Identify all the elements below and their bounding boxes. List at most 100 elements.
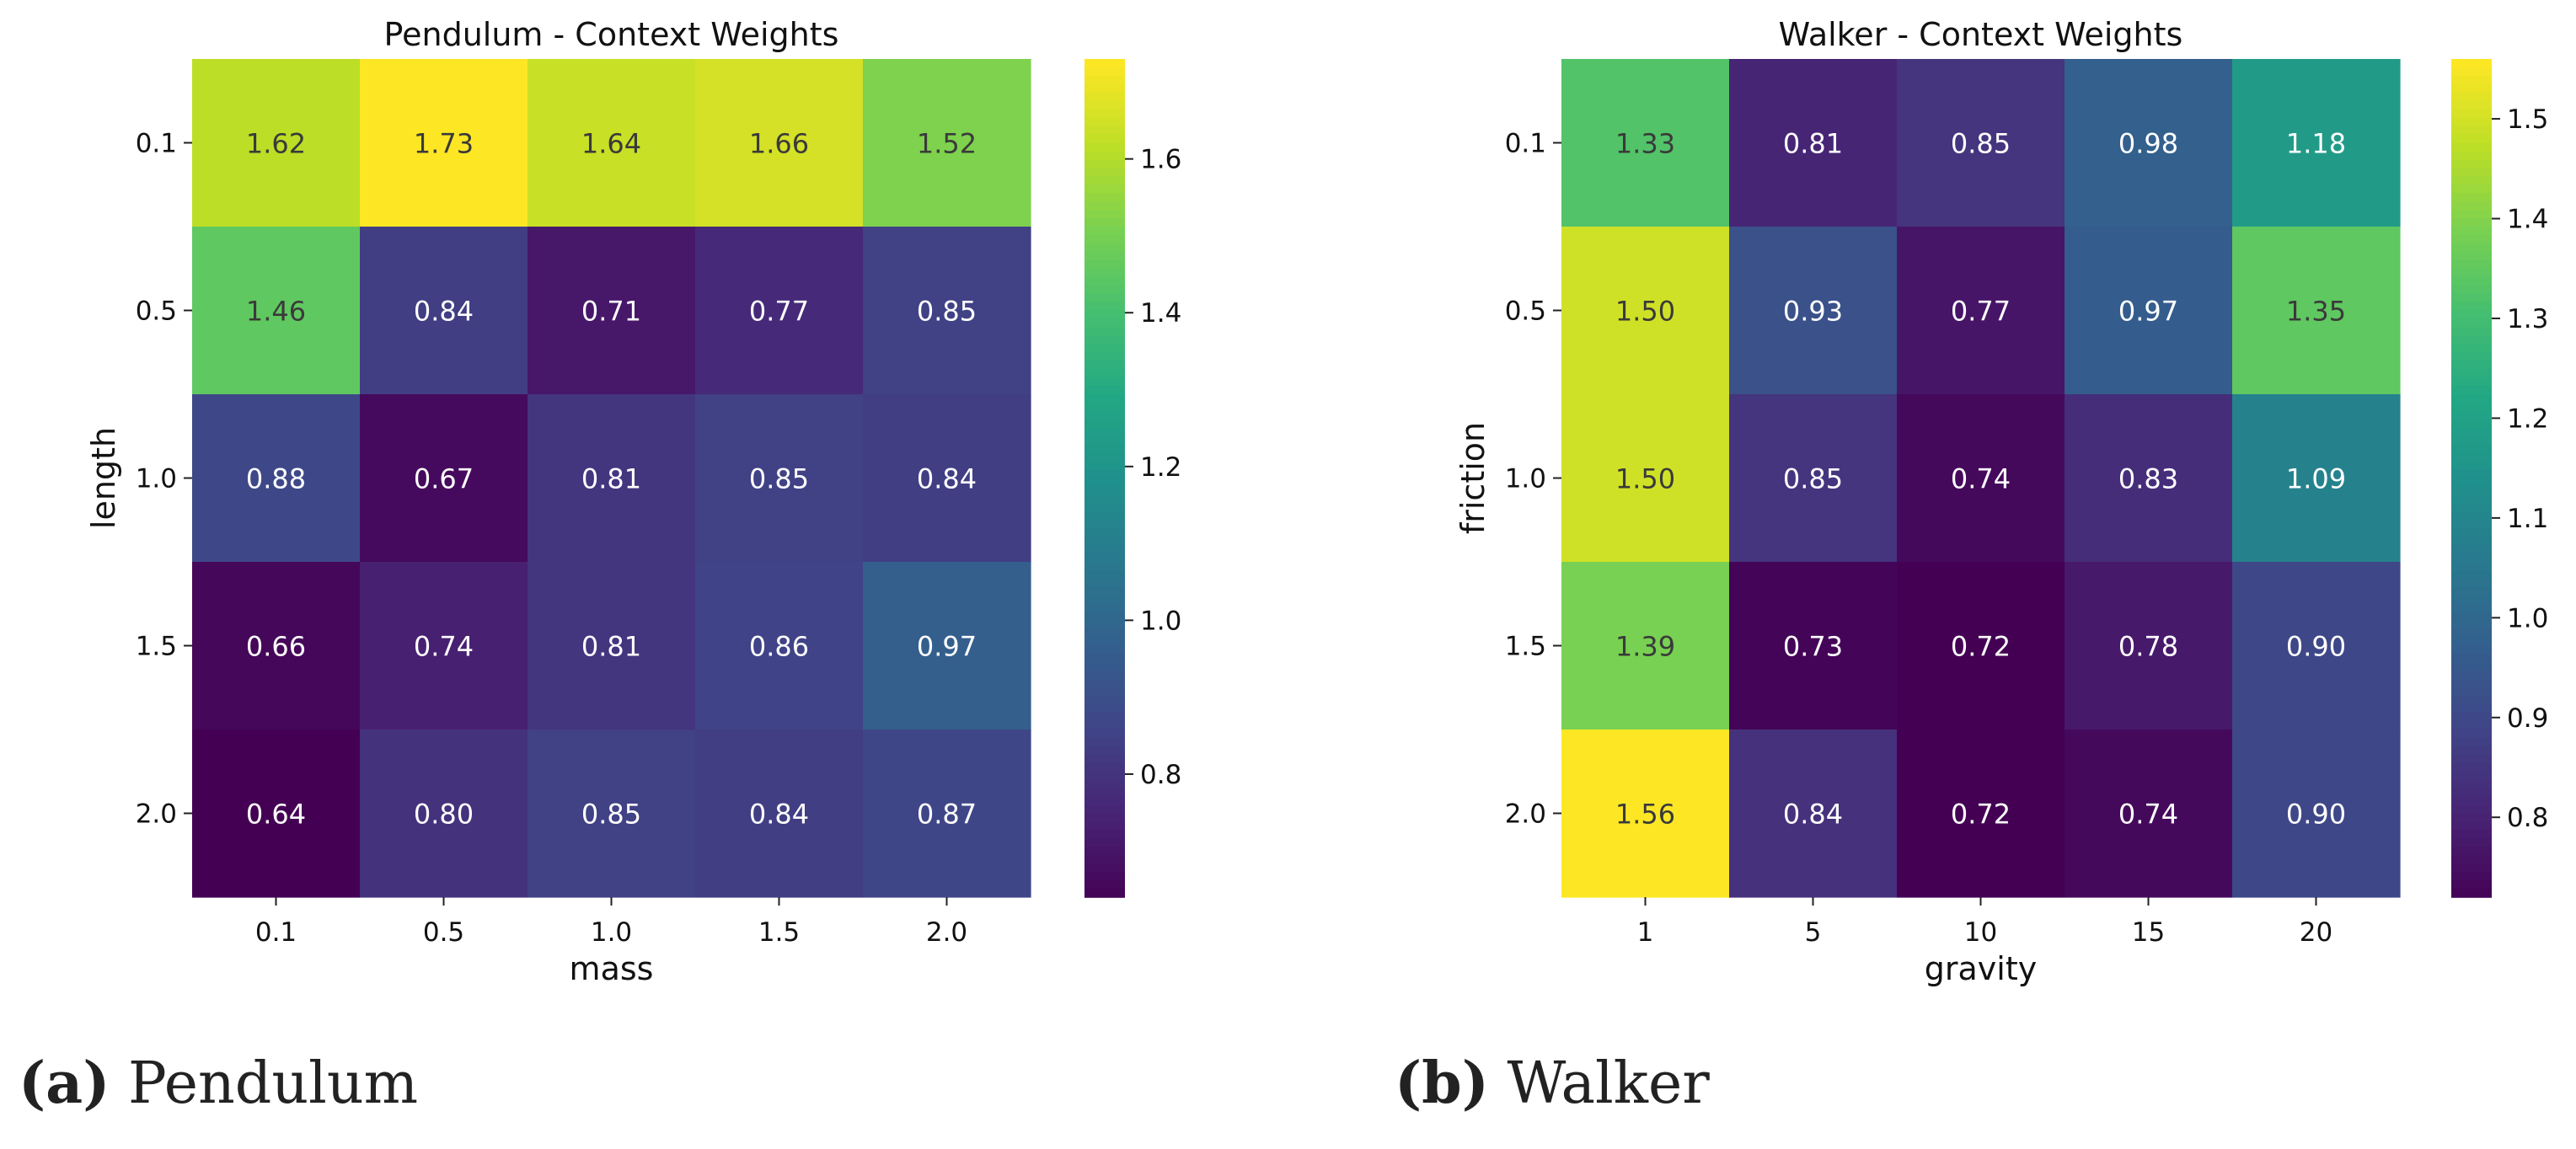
chart-title: Pendulum - Context Weights xyxy=(384,16,839,53)
caption-text: Walker xyxy=(1507,1050,1710,1117)
heatmap-cell xyxy=(863,227,1031,395)
colorbar-segment xyxy=(1084,737,1125,747)
colorbar-segment xyxy=(2451,612,2492,622)
colorbar-tick-label: 1.0 xyxy=(2507,603,2548,633)
colorbar-segment xyxy=(1084,83,1125,94)
colorbar-segment xyxy=(2451,872,2492,881)
colorbar-segment xyxy=(2451,671,2492,681)
colorbar-segment xyxy=(2451,855,2492,864)
colorbar-segment xyxy=(1084,788,1125,798)
x-tick-label: 1.0 xyxy=(591,917,632,948)
heatmap-pendulum: Pendulum - Context Weights 1.62 1.73 1.64 1.… xyxy=(85,16,1181,987)
colorbar-segment xyxy=(2451,386,2492,395)
colorbar-segment xyxy=(1084,234,1125,244)
heatmap-cell xyxy=(360,227,528,395)
colorbar-segment xyxy=(1084,142,1125,152)
colorbar-segment xyxy=(2451,335,2492,345)
heatmap-cell xyxy=(2065,59,2233,227)
heatmap-cell xyxy=(2232,729,2401,898)
cell-value-label: 0.84 xyxy=(749,799,809,831)
colorbar-segment xyxy=(1084,863,1125,873)
colorbar-segment xyxy=(2451,654,2492,664)
y-tick-label: 0.5 xyxy=(1505,297,1546,327)
colorbar-segment xyxy=(1084,662,1125,672)
colorbar-segment xyxy=(1084,327,1125,337)
y-tick-label: 1.0 xyxy=(1505,464,1546,494)
colorbar-segment xyxy=(1084,469,1125,479)
colorbar-segment xyxy=(1084,117,1125,127)
colorbar-segment xyxy=(2451,578,2492,588)
colorbar-segment xyxy=(2451,268,2492,278)
caption-label: (b) xyxy=(1395,1050,1489,1117)
colorbar-segment xyxy=(1084,109,1125,119)
heatmap-cell xyxy=(528,729,696,898)
colorbar-segment xyxy=(2451,259,2492,270)
colorbar-segment xyxy=(2451,830,2492,840)
colorbar-segment xyxy=(1084,603,1125,613)
colorbar-segment xyxy=(1084,184,1125,194)
colorbar-segment xyxy=(2451,804,2492,815)
colorbar-segment xyxy=(1084,855,1125,864)
colorbar-segment xyxy=(2451,369,2492,378)
colorbar-segment xyxy=(2451,754,2492,764)
x-tick-label: 0.5 xyxy=(423,917,464,948)
cell-value-label: 0.90 xyxy=(2286,799,2346,831)
cell-value-label: 0.77 xyxy=(749,296,809,328)
heatmap-cell xyxy=(192,59,361,227)
colorbar-segment xyxy=(1084,821,1125,831)
colorbar-segment xyxy=(1084,75,1125,85)
heatmap-cell xyxy=(695,562,864,730)
colorbar-segment xyxy=(1084,427,1125,437)
cell-value-label: 0.85 xyxy=(917,296,977,328)
heatmap-cell xyxy=(1897,729,2065,898)
colorbar-segment xyxy=(2451,117,2492,127)
colorbar-segment xyxy=(1084,762,1125,772)
colorbar-segment xyxy=(1084,511,1125,521)
colorbar-segment xyxy=(1084,218,1125,227)
colorbar-segment xyxy=(2451,436,2492,446)
colorbar-segment xyxy=(2451,704,2492,713)
y-axis-label: friction xyxy=(1454,422,1492,534)
colorbar-segment xyxy=(2451,880,2492,890)
colorbar-segment xyxy=(2451,562,2492,571)
y-tick-label: 1.5 xyxy=(136,632,177,662)
heatmap-cell xyxy=(2065,729,2233,898)
cell-value-label: 1.73 xyxy=(414,128,474,160)
heatmap-cell xyxy=(2232,562,2401,730)
colorbar-segment xyxy=(1084,796,1125,806)
cell-value-label: 1.39 xyxy=(1615,631,1675,663)
heatmap-cell xyxy=(1897,227,2065,395)
cell-value-label: 0.81 xyxy=(581,463,641,495)
colorbar-segment xyxy=(1084,285,1125,295)
colorbar-segment xyxy=(2451,210,2492,219)
colorbar-segment xyxy=(2451,444,2492,454)
cell-value-label: 0.77 xyxy=(1951,296,2011,328)
colorbar-segment xyxy=(2451,553,2492,563)
colorbar-segment xyxy=(1084,419,1125,429)
heatmap-cell xyxy=(695,59,864,227)
colorbar-segment xyxy=(2451,142,2492,152)
colorbar-segment xyxy=(2451,318,2492,329)
colorbar-segment xyxy=(1084,369,1125,378)
y-tick-label: 0.1 xyxy=(1505,129,1546,159)
heatmap-cell xyxy=(360,59,528,227)
heatmap-cell xyxy=(863,59,1031,227)
chart-title: Walker - Context Weights xyxy=(1779,16,2183,53)
colorbar-segment xyxy=(1084,486,1125,496)
cell-value-label: 0.88 xyxy=(246,463,306,495)
colorbar-segment xyxy=(2451,847,2492,857)
cell-value-label: 0.71 xyxy=(581,296,641,328)
heatmap-cell xyxy=(192,562,361,730)
cell-value-label: 0.84 xyxy=(414,296,474,328)
colorbar-segment xyxy=(2451,402,2492,412)
heatmap-cell xyxy=(695,394,864,563)
cell-value-label: 0.83 xyxy=(2118,463,2178,495)
colorbar-segment xyxy=(2451,327,2492,337)
heatmap-cell xyxy=(695,227,864,395)
colorbar-segment xyxy=(2451,151,2492,161)
colorbar-segment xyxy=(1084,537,1125,546)
colorbar-segment xyxy=(2451,59,2492,68)
colorbar-tick-label: 1.4 xyxy=(2507,205,2548,235)
cell-value-label: 0.87 xyxy=(917,799,977,831)
